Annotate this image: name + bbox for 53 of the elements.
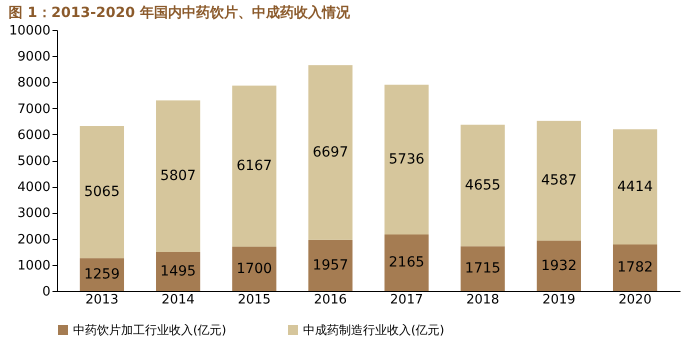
data-label: 6697 (312, 144, 348, 161)
bar (384, 84, 429, 234)
data-label: 1932 (541, 258, 577, 274)
bar (612, 129, 658, 244)
x-tick-label: 2016 (314, 292, 347, 308)
bar (308, 240, 353, 291)
bar (232, 86, 276, 247)
x-tick-label: 2019 (542, 292, 576, 308)
data-label: 1700 (236, 260, 272, 277)
data-label: 4587 (541, 172, 577, 189)
data-label: 1495 (160, 263, 196, 280)
data-label: 5736 (388, 152, 424, 168)
y-tick-label: 6000 (17, 128, 50, 143)
data-label: 1782 (617, 260, 653, 276)
data-label: 1957 (312, 257, 348, 274)
bar (536, 120, 581, 241)
x-tick-label: 2014 (162, 292, 195, 308)
y-tick-label: 4000 (17, 180, 50, 196)
bar (612, 244, 658, 291)
y-tick-label: 0 (42, 284, 50, 300)
x-tick-label: 2013 (85, 292, 118, 308)
y-tick-label: 7000 (17, 102, 50, 117)
bar (460, 246, 505, 291)
y-tick-label: 3000 (17, 206, 50, 222)
legend-label: 中药饮片加工行业收入(亿元) (73, 323, 226, 337)
data-label: 1259 (84, 266, 120, 283)
y-tick-label: 1000 (17, 258, 50, 274)
data-label: 2165 (388, 254, 424, 271)
y-tick-label: 2000 (17, 232, 50, 248)
x-tick-label: 2017 (390, 292, 424, 308)
data-label: 4655 (464, 177, 501, 194)
data-label: 6167 (236, 158, 272, 174)
data-label: 5065 (84, 184, 120, 200)
x-tick-label: 2018 (466, 292, 500, 308)
bar (232, 246, 276, 291)
data-label: 1715 (464, 260, 501, 277)
bar (156, 252, 200, 291)
bar (460, 124, 505, 246)
bar (156, 100, 200, 252)
y-tick-label: 8000 (17, 76, 50, 91)
y-tick-label: 5000 (17, 154, 50, 169)
y-tick-label: 10000 (9, 24, 50, 38)
x-tick-label: 2020 (618, 292, 652, 308)
bar (384, 234, 429, 291)
bar (308, 65, 353, 240)
x-tick-label: 2015 (238, 292, 271, 308)
legend-label: 中成药制造行业收入(亿元) (303, 323, 444, 337)
bar (536, 240, 581, 291)
y-tick-label: 9000 (17, 50, 50, 65)
chart-title: 图 1：2013-2020 年国内中药饮片、中成药收入情况 (8, 5, 351, 21)
data-label: 5807 (160, 168, 196, 184)
bar (80, 126, 124, 258)
data-label: 4414 (617, 178, 653, 195)
